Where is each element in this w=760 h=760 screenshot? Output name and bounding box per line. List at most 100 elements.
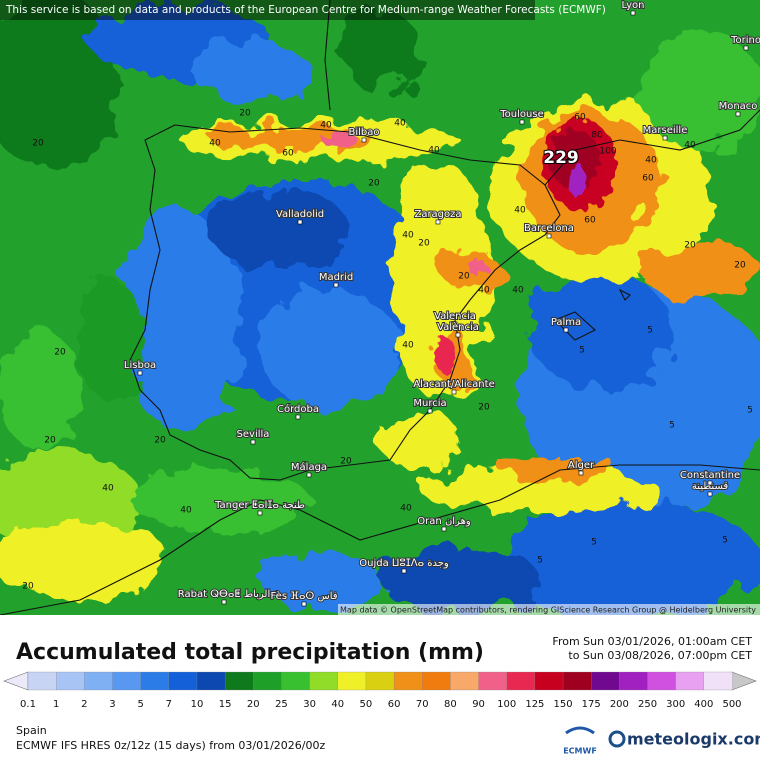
city-label: Fès ⴼⴰⵙ فاس [270,590,337,602]
contour-label: 20 [734,261,746,271]
contour-label: 40 [102,484,114,494]
contour-label: 40 [514,206,526,216]
city-label: Barcelona [524,223,574,234]
africa-coast [0,464,760,615]
city-label: Alger [568,460,595,471]
coastline [0,0,760,615]
city-label: Tanger ⵟⴰⵏⵊⴰ طنجة [214,500,305,511]
city-marker [452,321,458,327]
contour-label: 100 [599,147,616,157]
colorbar-swatch [168,671,198,691]
city-labels: Lyon Torino Monaco Toulouse Marseille Bilbao V… [123,0,760,607]
city-marker [250,439,256,445]
colorbar-label: 15 [219,699,232,710]
contour-label: 40 [320,121,332,131]
colorbar-swatch [196,671,226,691]
city-label: Rabat ⵕⴱⴰⵟ الرباط [178,589,270,600]
colorbar-label: 5 [137,699,143,710]
contour-label: 20 [340,457,352,467]
colorbar-label: 80 [444,699,457,710]
mallorca [554,311,596,341]
contour-label: 5 [747,406,753,416]
colorbar-label: 200 [610,699,629,710]
city-marker [707,491,713,497]
attribution: Map data © OpenStreetMap contributors, r… [340,606,756,615]
contour-label: 40 [400,504,412,514]
city-marker [257,510,263,516]
city-marker [301,601,307,607]
colorbar-label: 30 [303,699,316,710]
contour-label: 40 [645,156,657,166]
contour-label: 60 [584,216,596,226]
map: This service is based on data and produc… [0,0,760,615]
city-label: Murcia [413,398,446,409]
precip-field [0,0,760,615]
contour-label: 40 [394,119,406,129]
colorbar-label: 2 [81,699,87,710]
contour-label: 20 [22,582,34,592]
date-from: From Sun 03/01/2026, 01:00am CET [552,635,752,648]
city-marker [735,111,741,117]
city-label: Torino [730,35,760,46]
contour-label: 20 [368,179,380,189]
city-label: Monaco [719,101,758,112]
colorbar-label: 400 [694,699,713,710]
colorbar-swatch [112,671,142,691]
city-marker [578,470,584,476]
colorbar-label: 1 [53,699,59,710]
city-label: Madrid [319,272,353,283]
city-marker [546,233,552,239]
colorbar-swatch [675,671,705,691]
city-label: Bilbao [348,127,379,138]
city-label: Oujda ⵡⵓⵊⴷⴰ وجدة [359,558,449,569]
colorbar-label: 20 [247,699,260,710]
city-label: قسنطينة [692,481,729,492]
contour-label: 40 [512,286,524,296]
menorca [618,288,631,301]
city-marker [435,219,441,225]
colorbar-label: 10 [191,699,204,710]
city-marker [401,568,407,574]
contour-label: 20 [32,139,44,149]
colorbar-label: 3 [109,699,115,710]
city-marker [297,219,303,225]
contour-label: 40 [478,286,490,296]
contour-label: 5 [591,538,597,548]
colorbar-high-arrow [731,671,757,691]
region: Spain [16,724,47,737]
city-marker [137,370,143,376]
city-marker [451,389,457,395]
city-label: Zaragoza [414,209,461,220]
legend-panel: Accumulated total precipitation (mm) Fro… [3,635,760,756]
contour-label: 5 [647,326,653,336]
city-marker [519,119,525,125]
contour-label: 60 [642,174,654,184]
city-marker [707,480,713,486]
ecmwf-logo: ECMWF [563,747,597,756]
colorbar-label: 500 [722,699,741,710]
colorbar-swatch [422,671,452,691]
contour-label: 20 [44,436,56,446]
colorbar-swatch [365,671,395,691]
city-label: Lisboa [124,360,156,371]
city-marker [743,45,749,51]
city-marker [662,135,668,141]
attribution-bg [338,604,760,615]
contour-label: 20 [239,109,251,119]
colorbar-label: 0.1 [20,699,36,710]
colorbar-swatch [27,671,57,691]
city-marker [333,282,339,288]
colorbar-swatch [703,671,733,691]
brand-icon [608,730,626,748]
colorbar-swatch [84,671,114,691]
city-label: Marseille [643,125,688,136]
colorbar-label: 40 [331,699,344,710]
city-marker [361,137,367,143]
colorbar-swatch [393,671,423,691]
contour-label: 20 [458,272,470,282]
contour-label: 5 [669,421,675,431]
contour-label: 40 [428,146,440,156]
city-label: Oran وهران [417,516,471,527]
colorbar-label: 70 [416,699,429,710]
